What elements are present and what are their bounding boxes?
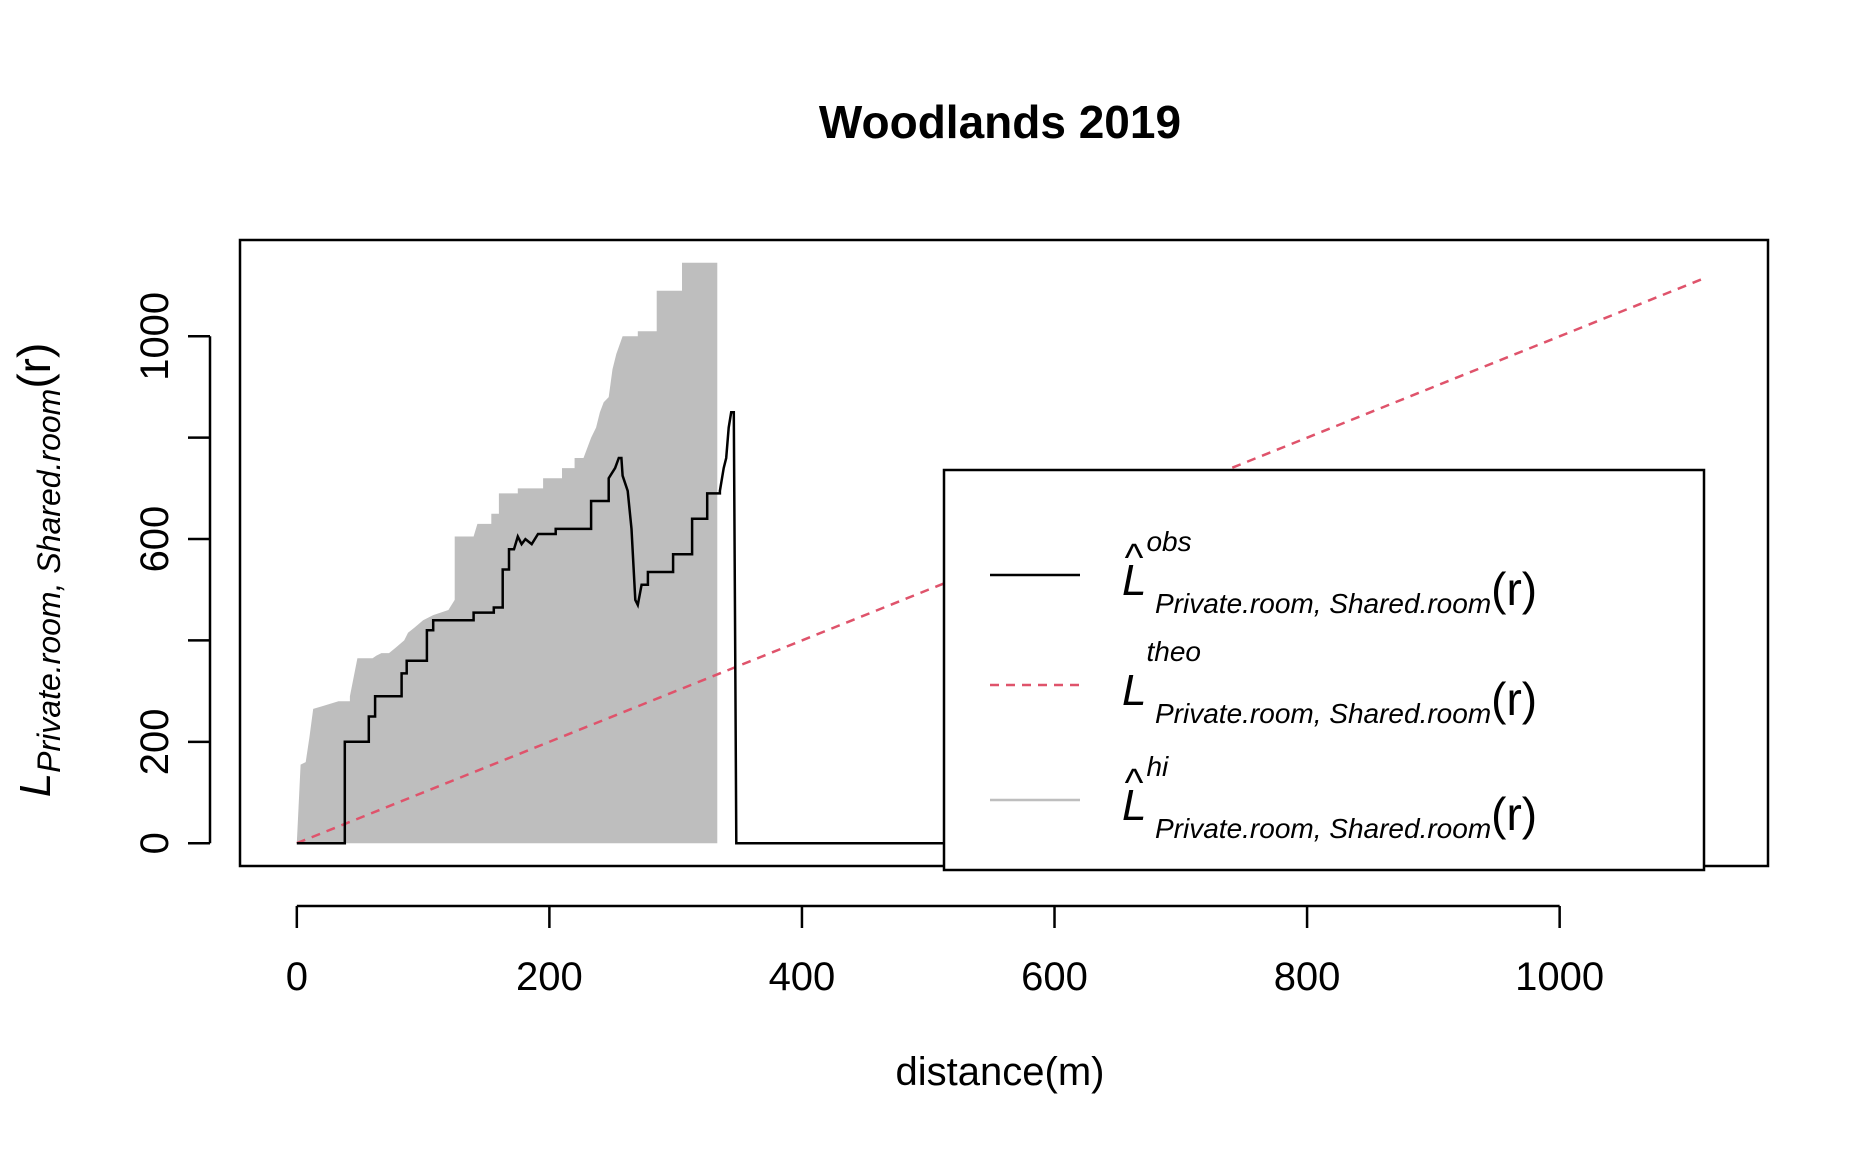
x-axis-label: distance(m) <box>896 1050 1105 1094</box>
x-tick-label: 1000 <box>1515 955 1604 999</box>
x-tick-label: 400 <box>769 955 836 999</box>
series-hi-band <box>296 262 718 844</box>
y-tick-label: 0 <box>133 832 177 854</box>
legend-sub-hi: Private.room, Shared.room(r) <box>1155 788 1537 844</box>
y-axis-label-text: LPrivate.room, Shared.room(r) <box>8 343 67 798</box>
legend-arg: (r) <box>1491 563 1537 615</box>
legend-label-hi: Lhi <box>1122 751 1169 830</box>
legend-main: L <box>1122 556 1146 605</box>
legend-box <box>942 468 1706 872</box>
x-tick-label: 200 <box>516 955 583 999</box>
legend-sup: hi <box>1146 751 1169 782</box>
legend-arg: (r) <box>1491 673 1537 725</box>
x-tick-label: 800 <box>1274 955 1341 999</box>
x-tick-label: 0 <box>286 955 308 999</box>
legend-hat: ^ <box>1125 536 1144 580</box>
legend-label-theo: Ltheo <box>1122 636 1201 715</box>
legend-arg: (r) <box>1491 788 1537 840</box>
legend-sub-obs: Private.room, Shared.room(r) <box>1155 563 1537 619</box>
legend-label-obs: Lobs <box>1122 526 1192 605</box>
legend-sup: theo <box>1146 636 1201 667</box>
y-label-arg: (r) <box>8 343 60 389</box>
x-tick-label: 600 <box>1021 955 1088 999</box>
legend-main: L <box>1122 666 1146 715</box>
y-tick-label: 200 <box>133 708 177 775</box>
legend-sub-theo: Private.room, Shared.room(r) <box>1155 673 1537 729</box>
legend-sub: Private.room, Shared.room <box>1155 588 1491 619</box>
y-label-sub: Private.room, Shared.room <box>31 389 67 773</box>
legend-hat: ^ <box>1125 761 1144 805</box>
y-label-main: L <box>11 773 60 797</box>
y-axis: 0 200 600 1000 <box>133 292 212 854</box>
x-axis: 0 200 400 600 800 1000 <box>286 904 1604 999</box>
legend-sub: Private.room, Shared.room <box>1155 698 1491 729</box>
legend-main: L <box>1122 781 1146 830</box>
chart-title: Woodlands 2019 <box>819 96 1181 148</box>
legend-sup: obs <box>1146 526 1191 557</box>
legend-sub: Private.room, Shared.room <box>1155 813 1491 844</box>
series-obs-line <box>296 411 1055 845</box>
y-tick-label: 1000 <box>133 292 177 381</box>
y-axis-label: LPrivate.room, Shared.room(r) <box>8 343 67 798</box>
y-tick-label: 600 <box>133 506 177 573</box>
